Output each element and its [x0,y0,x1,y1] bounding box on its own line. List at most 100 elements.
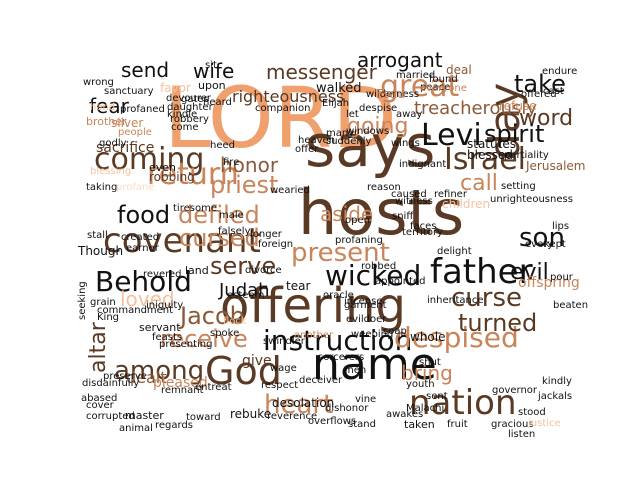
cloud-word: word [519,106,574,131]
cloud-word: wings [391,138,420,149]
cloud-word: honor [220,153,279,177]
cloud-word: wicked [325,259,422,292]
cloud-word: heed [210,140,235,151]
cloud-word: toward [186,412,221,423]
cloud-word: turned [458,309,538,337]
cloud-word: evil [510,260,549,285]
cloud-word: Levi [421,118,482,153]
cloud-word: robbed [361,261,397,272]
cloud-word: spirit [484,120,545,148]
cloud-word: spoke [210,328,240,339]
cloud-word: seeking [77,281,88,320]
cloud-word: offspring [518,275,580,291]
cloud-word: fear [89,94,129,118]
cloud-word: refiner [434,189,467,200]
cloud-word: fruit [447,419,468,430]
cloud-word: married [396,70,436,81]
cloud-word: land [185,264,209,277]
cloud-word: covenant [103,221,261,261]
cloud-word: rebuke [230,407,272,421]
cloud-word: inheritance [427,295,484,306]
cloud-word: kindle [167,109,198,120]
cloud-word: righteousness [232,87,345,106]
cloud-word: going [347,114,409,139]
cloud-word: Elijah [322,98,350,109]
cloud-word: blessed [467,148,513,162]
cloud-word: longer [250,229,282,240]
cloud-word: coming [94,142,205,177]
cloud-word: every [525,239,554,250]
cloud-word: receive [160,325,248,353]
cloud-word: instruction [263,324,413,357]
cloud-word: respect [261,380,299,391]
cloud-word: brother [86,115,127,128]
cloud-word: heart [264,390,334,420]
cloud-word: awakes [386,409,424,420]
cloud-word: pour [550,272,573,283]
cloud-word: sanctuary [104,86,154,97]
cloud-word: away [396,109,423,120]
cloud-word: regards [155,420,194,431]
cloud-word: heard [203,97,232,108]
cloud-word: cursed [179,224,260,252]
cloud-word: disdainfully [82,378,140,389]
cloud-word: take [514,70,566,98]
cloud-word: heaven [298,135,336,146]
cloud-word: present [291,238,390,268]
cloud-word: profaned [120,104,165,115]
cloud-word: God [205,349,282,393]
cloud-word: territory [402,227,443,238]
cloud-word: give [242,353,272,369]
cloud-word: peace [420,82,451,93]
cloud-word: whole [410,330,446,344]
cloud-word: appointed [375,276,426,287]
cloud-word: beaten [553,300,589,311]
cloud-word: stood [518,407,546,418]
cloud-word: deceiver [299,375,343,386]
cloud-word: setting [501,181,536,192]
cloud-word: evildoer [346,314,387,325]
cloud-word: endure [542,66,578,77]
cloud-word: altar [86,322,111,373]
cloud-word: priest [210,171,279,199]
cloud-word: Jerusalem [526,159,586,173]
cloud-word: overflows [308,416,357,427]
cloud-word: caused [391,189,427,200]
cloud-word: deal [446,63,472,77]
cloud-word: great [380,69,460,104]
cloud-word: LORD [164,69,397,167]
cloud-word: sent [426,391,448,402]
cloud-word: arrogant [357,48,443,72]
cloud-word: witness [395,196,433,207]
cloud-word: falsely [218,226,251,237]
cloud-word: governor [492,385,538,396]
cloud-word: hosts [298,176,465,249]
cloud-word: stand [348,419,376,430]
cloud-word: male [219,210,244,221]
cloud-word: earner [126,243,159,254]
cloud-word: come [171,122,199,133]
cloud-word: partiality [504,150,549,161]
cloud-word: return [147,157,239,192]
cloud-word: desolation [272,396,335,410]
cloud-word: cover [86,400,114,411]
cloud-word: master [125,409,164,422]
cloud-word: curse [451,283,523,313]
cloud-word: hand [90,102,116,113]
cloud-word: robbery [170,114,209,125]
cloud-word: revered [143,269,182,280]
cloud-word: food [117,201,171,229]
cloud-word: another [294,330,334,341]
cloud-word: King [97,312,120,323]
cloud-word: companion [255,103,311,114]
cloud-word: found [429,74,458,85]
cloud-word: pleased [153,375,208,391]
cloud-word: children [442,197,491,211]
cloud-word: offering [220,278,406,334]
cloud-word: garment [344,300,387,311]
cloud-word: Jacob [180,302,245,330]
cloud-word: commandment [97,305,174,316]
cloud-word: gracious [491,419,534,430]
cloud-word: among [114,356,205,386]
cloud-word: feasts [152,332,183,343]
